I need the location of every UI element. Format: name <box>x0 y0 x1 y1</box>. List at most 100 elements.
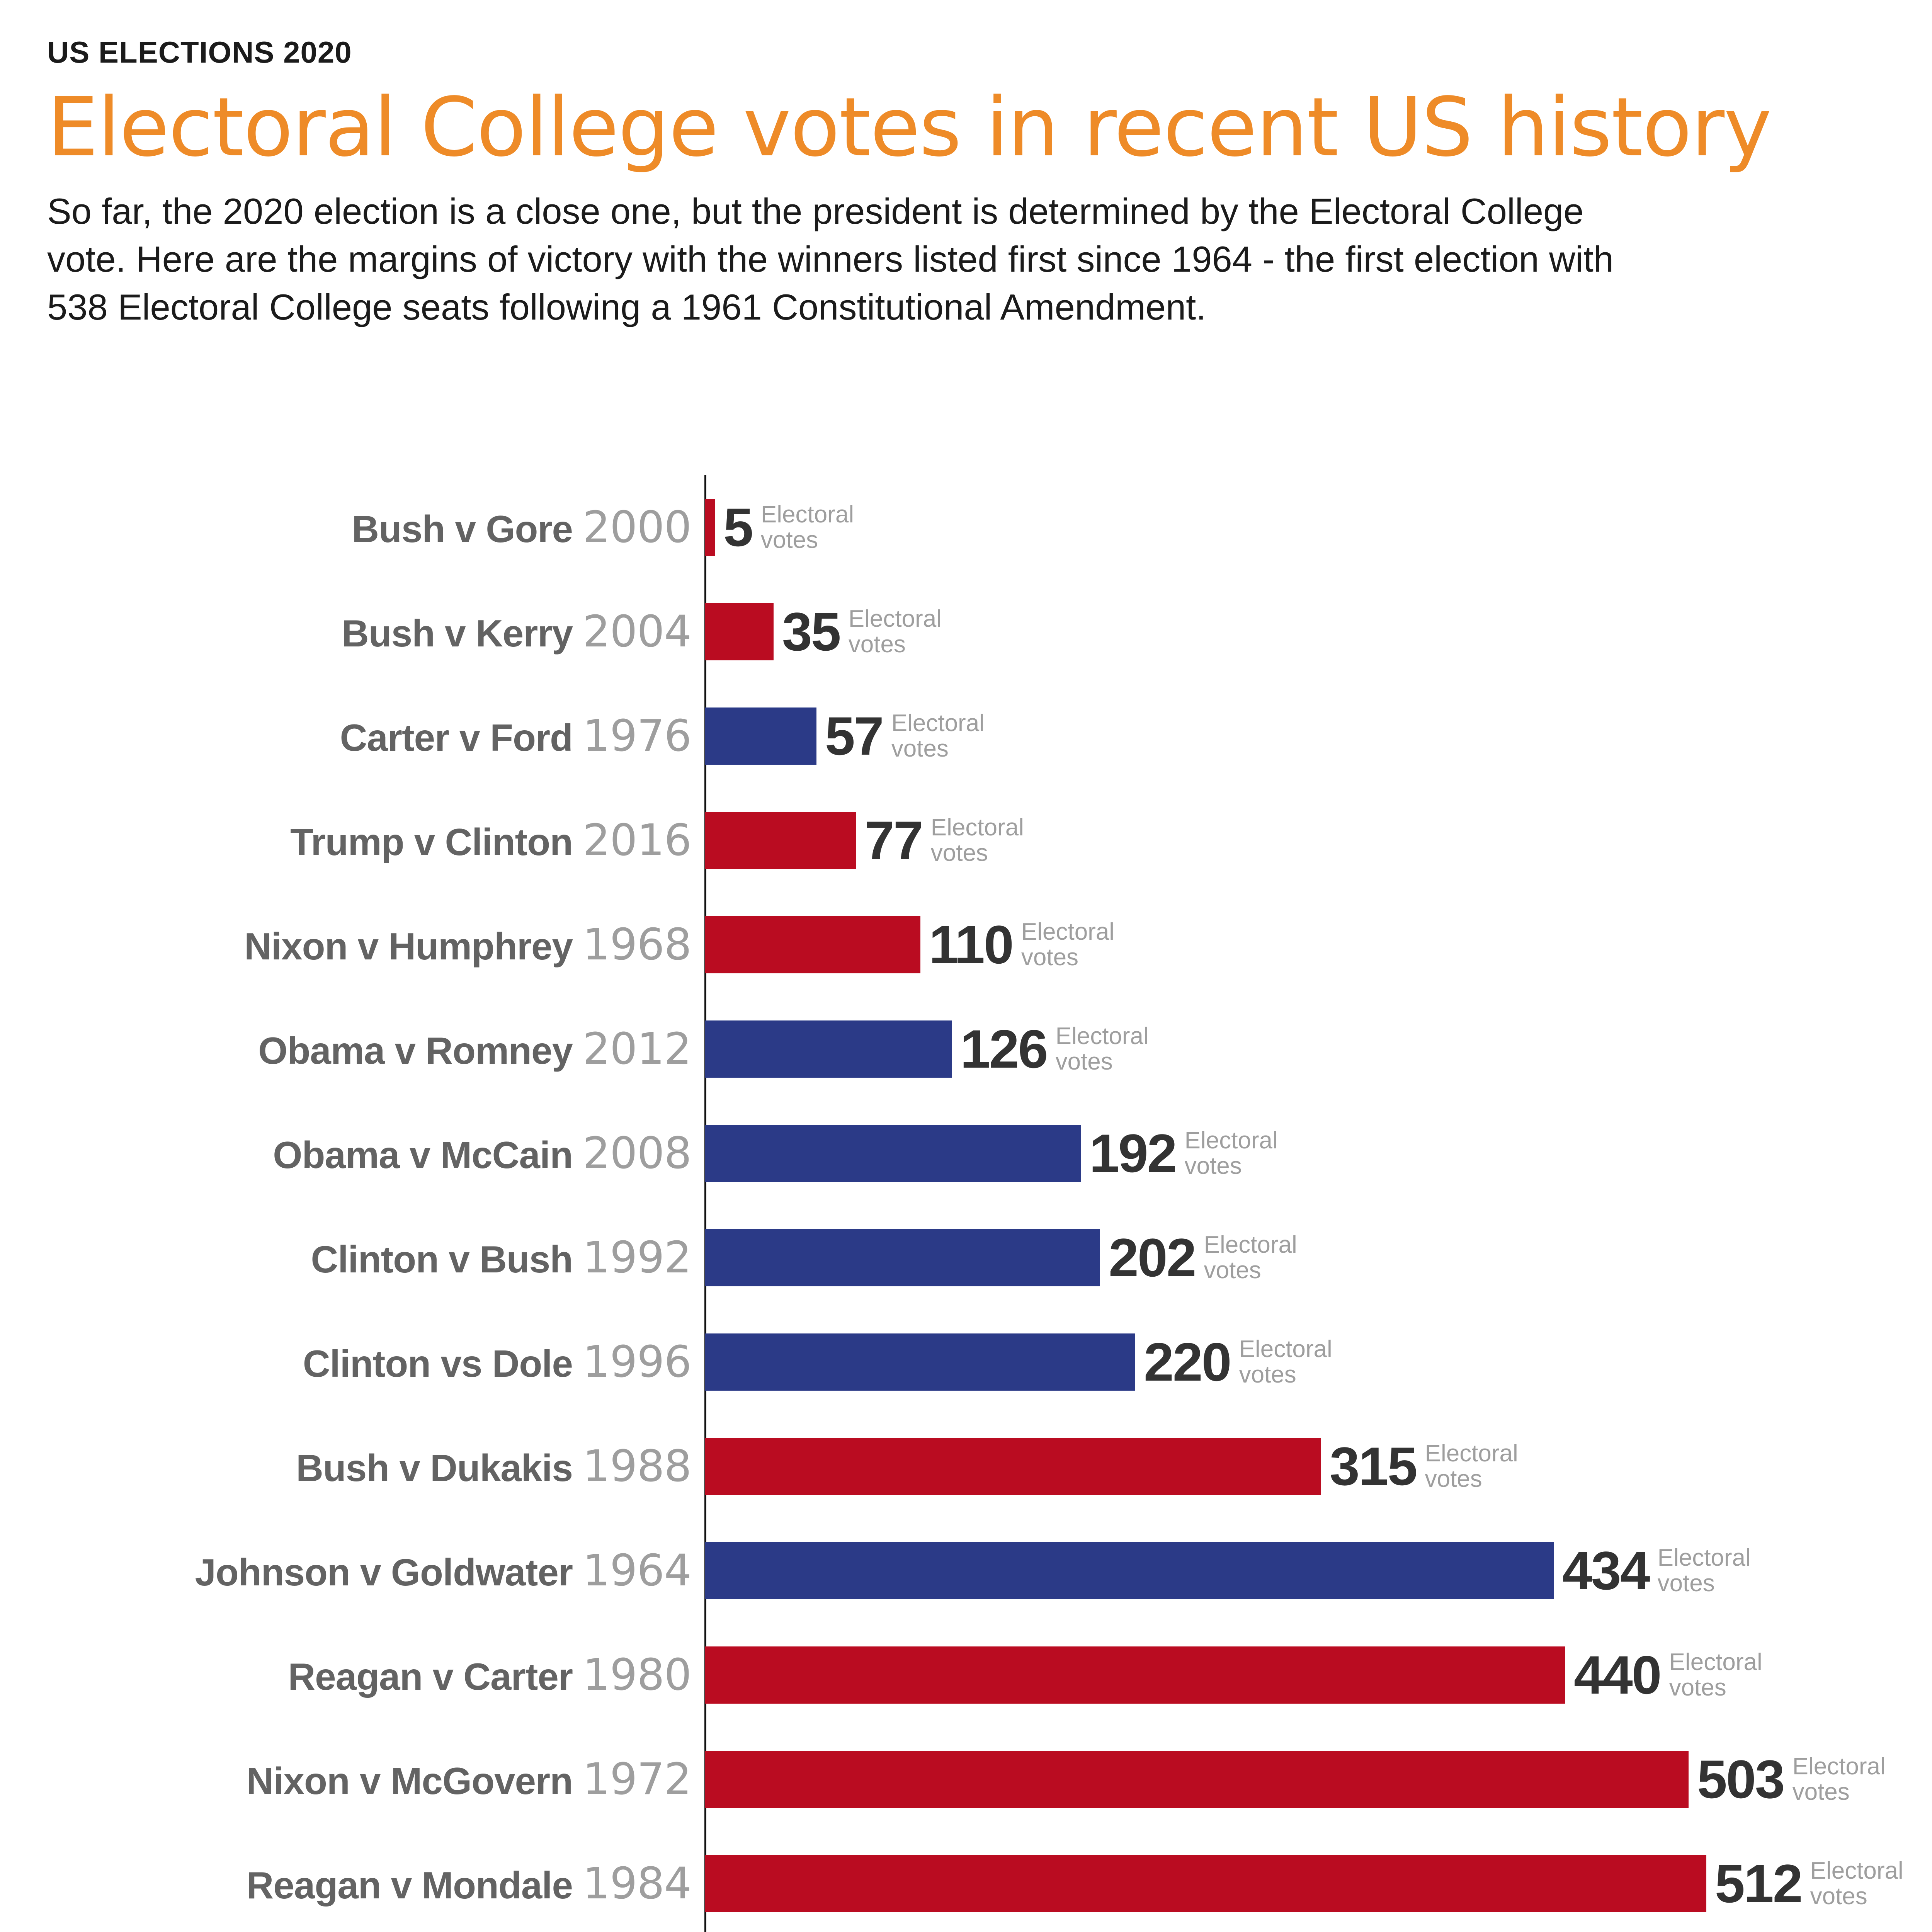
bar-value-group: 512 Electoral votes <box>1706 1857 1903 1911</box>
bar-value-label: 434 <box>1562 1540 1650 1601</box>
bar-democrat[interactable] <box>705 1125 1081 1182</box>
bar-value-group: 202 Electoral votes <box>1100 1231 1297 1285</box>
bar-group: 192 Electoral votes <box>705 1125 1278 1182</box>
year-label: 1976 <box>582 711 692 761</box>
bar-value-label: 192 <box>1089 1123 1177 1184</box>
bar-group: 220 Electoral votes <box>705 1333 1332 1391</box>
bar-value-group: 35 Electoral votes <box>774 605 942 659</box>
bar-unit-label: Electoral votes <box>1425 1440 1518 1492</box>
bar-value-group: 5 Electoral votes <box>715 500 854 554</box>
bar-value-label: 77 <box>864 810 923 871</box>
row-label: Bush v Dukakis 1988 <box>48 1441 705 1492</box>
row-label: Nixon v Humphrey 1968 <box>48 920 705 970</box>
bar-value-group: 57 Electoral votes <box>816 709 985 763</box>
year-label: 2004 <box>582 607 692 657</box>
bar-group: 315 Electoral votes <box>705 1438 1518 1495</box>
year-label: 2016 <box>582 815 692 866</box>
bar-unit-label: Electoral votes <box>848 605 942 658</box>
bar-group: 503 Electoral votes <box>705 1751 1886 1808</box>
bar-group: 110 Electoral votes <box>705 916 1114 973</box>
bar-value-label: 512 <box>1715 1853 1803 1914</box>
row-label: Clinton v Bush 1992 <box>48 1233 705 1283</box>
bar-unit-label: Electoral votes <box>1669 1649 1762 1701</box>
bar-value-label: 57 <box>825 706 884 766</box>
bar-republican[interactable] <box>705 916 920 973</box>
bar-democrat[interactable] <box>705 707 816 765</box>
bar-unit-label: Electoral votes <box>891 710 985 762</box>
bar-republican[interactable] <box>705 1646 1565 1704</box>
chart-row: Bush v Gore 2000 5 Electoral votes <box>0 475 1932 580</box>
bar-value-group: 503 Electoral votes <box>1689 1752 1886 1806</box>
matchup-label: Carter v Ford <box>340 716 573 759</box>
chart-row: Reagan v Mondale 1984 512 Electoral votes <box>0 1832 1932 1932</box>
bar-chart: Bush v Gore 2000 5 Electoral votes Bush v Ker… <box>0 475 1932 1932</box>
bar-value-group: 110 Electoral votes <box>920 918 1114 972</box>
year-label: 1992 <box>582 1233 692 1283</box>
bar-republican[interactable] <box>705 499 715 556</box>
bar-value-label: 315 <box>1330 1436 1418 1497</box>
chart-row: Nixon v Humphrey 1968 110 Electoral votes <box>0 893 1932 997</box>
bar-value-group: 434 Electoral votes <box>1554 1544 1751 1598</box>
year-label: 2012 <box>582 1024 692 1074</box>
bar-group: 202 Electoral votes <box>705 1229 1297 1286</box>
year-label: 1980 <box>582 1650 692 1700</box>
year-label: 1996 <box>582 1337 692 1387</box>
bar-value-group: 315 Electoral votes <box>1321 1439 1518 1493</box>
bar-group: 57 Electoral votes <box>705 707 985 765</box>
bar-unit-label: Electoral votes <box>1184 1127 1278 1179</box>
bar-democrat[interactable] <box>705 1229 1100 1286</box>
bar-value-label: 202 <box>1109 1227 1197 1288</box>
row-label: Nixon v McGovern 1972 <box>48 1754 705 1804</box>
matchup-label: Reagan v Mondale <box>246 1864 573 1906</box>
matchup-label: Johnson v Goldwater <box>195 1551 573 1594</box>
matchup-label: Clinton vs Dole <box>303 1342 573 1385</box>
bar-unit-label: Electoral votes <box>1810 1857 1903 1910</box>
year-label: 2000 <box>582 502 692 553</box>
row-label: Carter v Ford 1976 <box>48 711 705 761</box>
row-label: Bush v Kerry 2004 <box>48 607 705 657</box>
header-block: US ELECTIONS 2020 Electoral College vote… <box>47 35 1786 331</box>
bar-value-label: 220 <box>1144 1332 1232 1392</box>
bar-value-label: 110 <box>929 914 1014 975</box>
bar-unit-label: Electoral votes <box>1239 1336 1332 1388</box>
bar-republican[interactable] <box>705 603 774 660</box>
year-label: 1988 <box>582 1441 692 1492</box>
bar-democrat[interactable] <box>705 1020 952 1078</box>
y-axis-line <box>704 475 706 1932</box>
bar-group: 434 Electoral votes <box>705 1542 1751 1599</box>
matchup-label: Obama v McCain <box>273 1134 573 1176</box>
chart-row: Bush v Dukakis 1988 315 Electoral votes <box>0 1414 1932 1519</box>
bar-republican[interactable] <box>705 1751 1689 1808</box>
year-label: 1972 <box>582 1754 692 1804</box>
bar-republican[interactable] <box>705 812 856 869</box>
year-label: 1968 <box>582 920 692 970</box>
chart-row: Johnson v Goldwater 1964 434 Electoral votes <box>0 1519 1932 1623</box>
bar-democrat[interactable] <box>705 1333 1135 1391</box>
matchup-label: Nixon v McGovern <box>246 1760 573 1802</box>
chart-row: Trump v Clinton 2016 77 Electoral votes <box>0 788 1932 893</box>
year-label: 1984 <box>582 1859 692 1909</box>
bar-group: 5 Electoral votes <box>705 499 854 556</box>
row-label: Obama v McCain 2008 <box>48 1128 705 1179</box>
row-label: Trump v Clinton 2016 <box>48 815 705 866</box>
standfirst-text: So far, the 2020 election is a close one… <box>47 191 1614 328</box>
bar-republican[interactable] <box>705 1855 1706 1912</box>
chart-row: Obama v Romney 2012 126 Electoral votes <box>0 997 1932 1101</box>
matchup-label: Bush v Dukakis <box>296 1447 573 1489</box>
bar-unit-label: Electoral votes <box>1021 918 1115 971</box>
matchup-label: Nixon v Humphrey <box>244 925 573 968</box>
kicker-label: US ELECTIONS 2020 <box>47 35 352 69</box>
matchup-label: Bush v Gore <box>352 508 573 550</box>
chart-row: Bush v Kerry 2004 35 Electoral votes <box>0 580 1932 684</box>
bar-value-group: 77 Electoral votes <box>856 813 1024 867</box>
bar-group: 35 Electoral votes <box>705 603 942 660</box>
bar-democrat[interactable] <box>705 1542 1554 1599</box>
bar-unit-label: Electoral votes <box>1055 1023 1149 1075</box>
bar-value-group: 126 Electoral votes <box>952 1022 1149 1076</box>
matchup-label: Bush v Kerry <box>341 612 573 655</box>
row-label: Clinton vs Dole 1996 <box>48 1337 705 1387</box>
bar-group: 440 Electoral votes <box>705 1646 1762 1704</box>
bar-republican[interactable] <box>705 1438 1321 1495</box>
bar-unit-label: Electoral votes <box>1792 1753 1886 1805</box>
